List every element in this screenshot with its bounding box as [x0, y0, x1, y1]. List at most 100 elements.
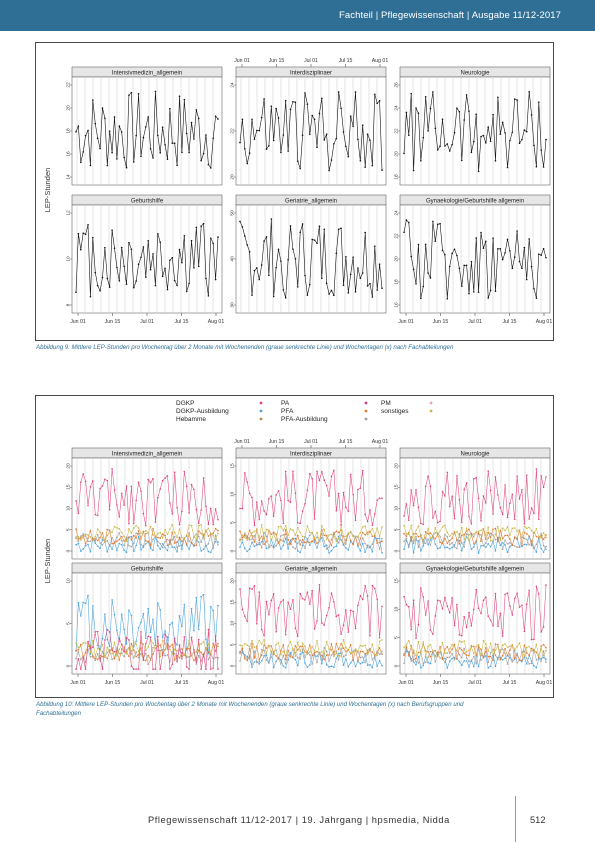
series-point [444, 661, 446, 664]
series-point [537, 655, 540, 658]
series-point [123, 628, 125, 631]
series-point [140, 549, 142, 551]
series-point [525, 527, 528, 530]
series-point [197, 628, 200, 631]
series-point [193, 488, 195, 491]
series-point [468, 539, 470, 542]
series-point [166, 549, 169, 552]
series-point [116, 504, 118, 506]
series-point [248, 537, 251, 539]
series-point [480, 534, 482, 536]
series-point [147, 116, 150, 118]
series-point [299, 539, 301, 541]
series-point [429, 532, 432, 534]
series-point [87, 594, 89, 597]
series-point [164, 267, 166, 270]
series-point [77, 125, 80, 127]
series-point [497, 658, 499, 661]
series-point [144, 276, 147, 278]
y-tick-label: 22 [394, 233, 400, 239]
series-point [209, 507, 212, 510]
series-point [268, 274, 270, 277]
series-point [280, 653, 282, 656]
series-point [456, 107, 458, 109]
panel-title: Interdisziplinaer [290, 71, 332, 77]
legend-marker [259, 409, 263, 413]
series-point [439, 651, 441, 654]
series-point [87, 540, 89, 543]
series-point [325, 663, 328, 666]
series-point [137, 530, 140, 532]
series-point [171, 523, 174, 526]
series-point [506, 592, 509, 594]
series-point [540, 647, 542, 649]
series-point [185, 132, 188, 135]
series-point [509, 538, 511, 540]
series-point [470, 533, 473, 536]
series-point [173, 142, 176, 145]
series-point [270, 651, 273, 653]
series-point [209, 532, 212, 535]
series-point [427, 645, 429, 648]
series-point [504, 652, 506, 655]
y-tick-label: 24 [230, 82, 236, 88]
series-point [345, 255, 347, 258]
series-point [335, 137, 338, 140]
series-point [313, 518, 316, 520]
y-tick-label: 0 [230, 549, 236, 552]
series-point [185, 290, 188, 293]
series-point [248, 587, 251, 589]
series-point [378, 541, 381, 544]
series-point [530, 647, 533, 650]
series-point [294, 548, 297, 550]
series-point [214, 656, 217, 659]
series-point [352, 493, 354, 496]
series-point [535, 165, 538, 168]
series-point [472, 546, 475, 548]
series-point [545, 534, 547, 536]
series-point [545, 476, 547, 478]
series-point [328, 607, 330, 609]
series-point [410, 92, 413, 95]
series-point [185, 534, 188, 536]
series-point [354, 648, 357, 651]
series-point [364, 231, 366, 234]
series-point [420, 652, 422, 655]
series-point [140, 490, 142, 492]
series-point [460, 542, 463, 544]
series-point [246, 537, 249, 539]
series-point [542, 544, 545, 547]
series-point [132, 649, 135, 651]
series-point [349, 530, 352, 533]
y-tick-label: 5 [230, 643, 236, 646]
series-point [106, 164, 109, 167]
series-point [140, 543, 142, 546]
series-point [458, 539, 461, 542]
series-point [371, 658, 374, 661]
series-point [265, 540, 268, 543]
series-point [378, 653, 381, 656]
series-point [480, 544, 482, 547]
series-point [371, 535, 374, 538]
series-point [171, 653, 174, 655]
series-point [181, 261, 183, 264]
series-point [477, 532, 480, 534]
series-point [89, 647, 92, 650]
series-point [89, 529, 92, 532]
series-point [494, 476, 497, 478]
series-point [354, 665, 357, 668]
series-point [489, 140, 492, 143]
series-point [366, 664, 369, 667]
series-point [369, 546, 371, 549]
series-point [337, 531, 340, 534]
series-point [485, 538, 487, 540]
series-point [337, 659, 340, 661]
series-point [214, 115, 217, 118]
series-point [157, 496, 159, 499]
series-point [475, 645, 478, 648]
series-point [376, 654, 378, 657]
series-point [275, 649, 277, 651]
series-point [533, 650, 535, 653]
series-point [311, 540, 314, 542]
series-point [518, 529, 521, 531]
